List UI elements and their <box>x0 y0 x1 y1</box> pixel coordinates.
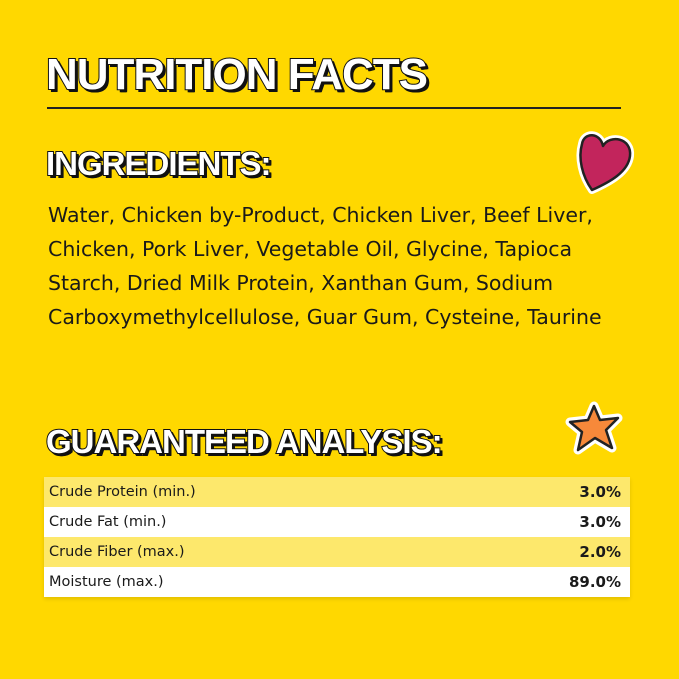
table-row: Crude Protein (min.) 3.0% <box>44 477 630 507</box>
row-value: 2.0% <box>579 543 621 561</box>
ingredients-list: Water, Chicken by-Product, Chicken Liver… <box>48 203 602 329</box>
ingredients-heading: INGREDIENTS: <box>45 144 273 183</box>
row-label: Moisture (max.) <box>49 574 164 590</box>
row-label: Crude Protein (min.) <box>49 484 196 500</box>
row-label: Crude Fiber (max.) <box>49 544 185 560</box>
divider <box>47 107 621 109</box>
star-icon <box>565 401 623 455</box>
analysis-table: Crude Protein (min.) 3.0% Crude Fat (min.… <box>44 477 630 597</box>
table-row: Crude Fat (min.) 3.0% <box>44 507 630 537</box>
table-row: Moisture (max.) 89.0% <box>44 567 630 597</box>
table-row: Crude Fiber (max.) 2.0% <box>44 537 630 567</box>
row-value: 3.0% <box>579 483 621 501</box>
row-label: Crude Fat (min.) <box>49 514 167 530</box>
page-title: NUTRITION FACTS <box>45 49 429 100</box>
row-value: 89.0% <box>568 573 621 591</box>
heart-icon <box>576 131 635 194</box>
guaranteed-analysis-heading: GUARANTEED ANALYSIS: <box>45 422 444 461</box>
row-value: 3.0% <box>579 513 621 531</box>
